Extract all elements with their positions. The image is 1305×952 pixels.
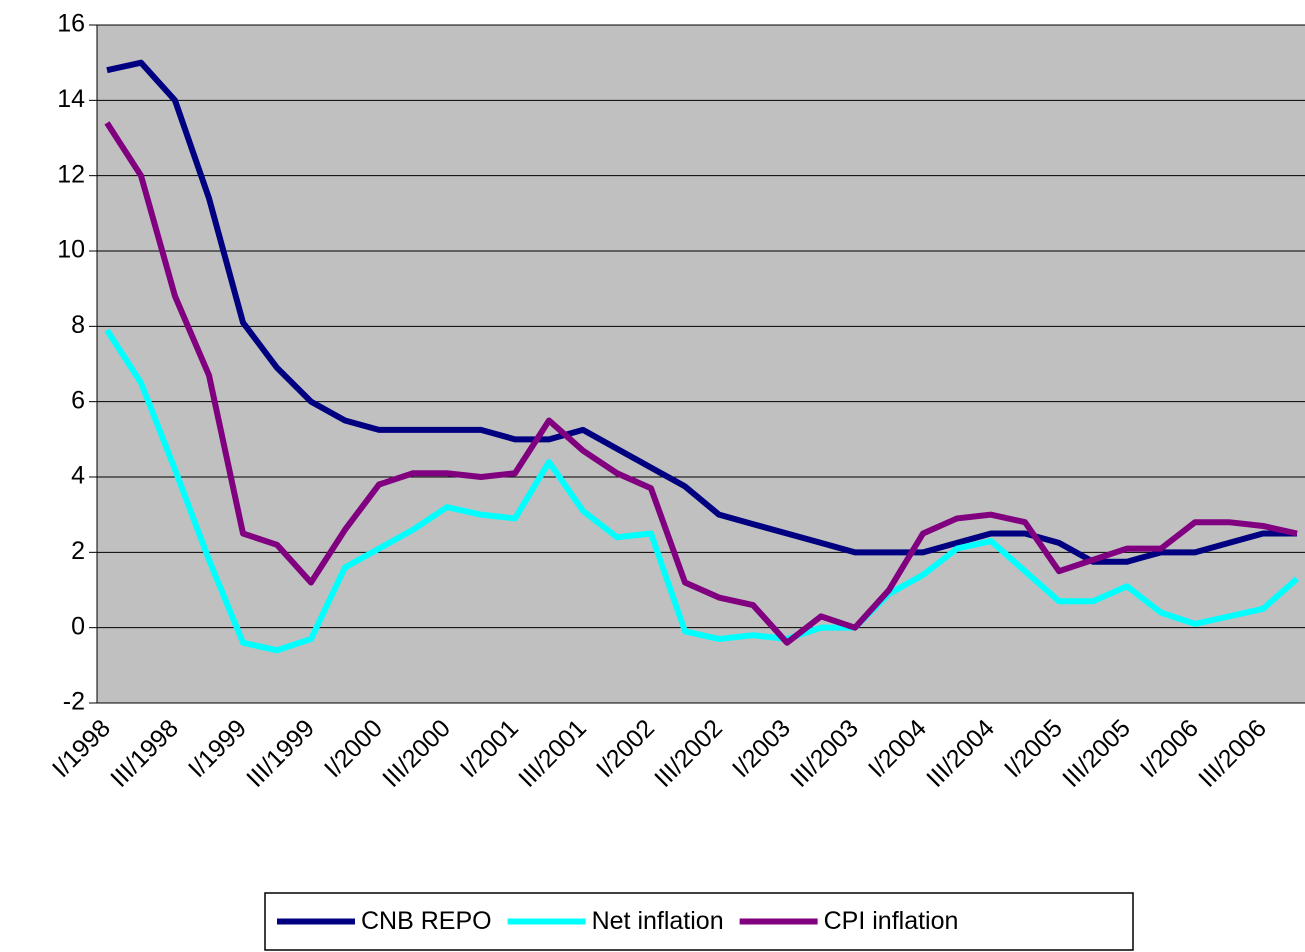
x-tick-label: III/2004: [921, 714, 1000, 793]
series-line: [104, 121, 1298, 646]
y-tick-label: 8: [71, 311, 85, 339]
y-tick-label: 10: [57, 236, 85, 264]
legend-label: CPI inflation: [824, 907, 959, 935]
x-tick-label: III/1998: [105, 714, 184, 793]
y-tick-label: 2: [71, 537, 85, 565]
y-tick-label: 16: [57, 10, 85, 38]
y-tick-label: 0: [71, 612, 85, 640]
legend-label: Net inflation: [592, 907, 724, 935]
legend-label: CNB REPO: [361, 907, 492, 935]
y-tick-label: 14: [57, 85, 85, 113]
y-tick-label: 4: [71, 462, 85, 490]
x-tick-label: III/2000: [377, 714, 456, 793]
x-tick-label: III/2003: [785, 714, 864, 793]
x-tick-label: III/2001: [513, 714, 592, 793]
y-tick-label: 12: [57, 160, 85, 188]
x-tick-label: III/2002: [649, 714, 728, 793]
plot-area: [97, 25, 1305, 703]
y-tick-label: -2: [63, 688, 85, 716]
series-line: [104, 328, 1299, 654]
legend-box: [264, 892, 1134, 951]
legend: CNB REPO Net inflation CPI inflation: [264, 892, 1134, 951]
y-tick-label: 6: [71, 386, 85, 414]
x-tick-label: III/2005: [1057, 714, 1136, 793]
x-tick-label: III/2006: [1193, 714, 1272, 793]
x-tick-label: III/1999: [241, 714, 320, 793]
series-line: [106, 59, 1297, 565]
